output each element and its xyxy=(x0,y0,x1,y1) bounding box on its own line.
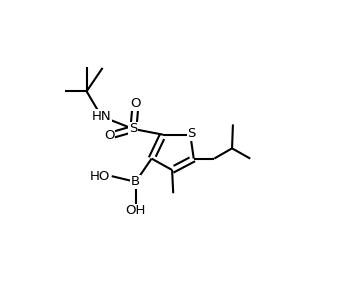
Text: O: O xyxy=(130,97,141,110)
Text: B: B xyxy=(131,175,140,188)
Text: HN: HN xyxy=(92,110,111,123)
Text: O: O xyxy=(104,129,115,142)
Text: S: S xyxy=(187,127,196,140)
Text: HO: HO xyxy=(90,170,111,183)
Text: S: S xyxy=(129,123,138,136)
Text: OH: OH xyxy=(125,205,146,217)
